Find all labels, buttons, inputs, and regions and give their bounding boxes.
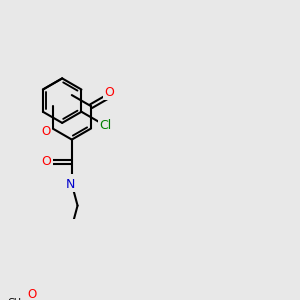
- Text: Cl: Cl: [100, 119, 112, 132]
- Text: O: O: [27, 288, 36, 300]
- Text: O: O: [42, 155, 52, 168]
- Text: O: O: [42, 125, 51, 139]
- Text: CH₃: CH₃: [8, 298, 26, 300]
- Text: H: H: [69, 176, 77, 186]
- Text: O: O: [104, 85, 114, 99]
- Text: N: N: [66, 178, 75, 190]
